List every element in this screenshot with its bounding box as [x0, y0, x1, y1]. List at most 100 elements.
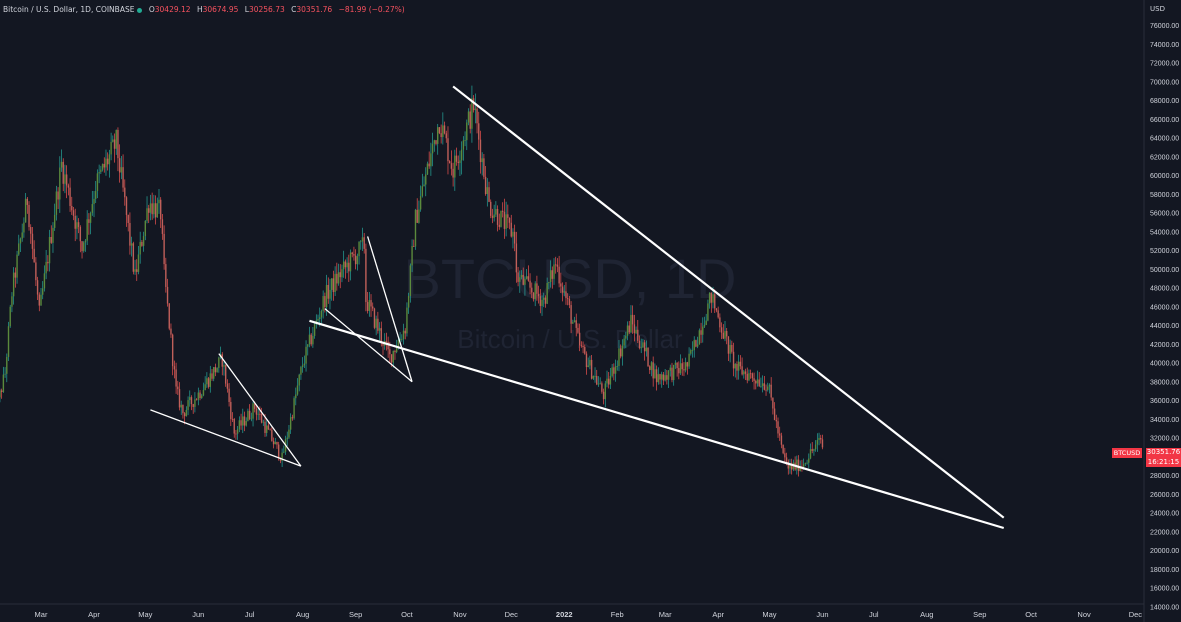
y-tick-label: 38000.00: [1150, 379, 1179, 386]
candle-body: [568, 298, 571, 306]
candle-body: [671, 367, 673, 381]
bar-countdown: 16:21:15: [1147, 457, 1180, 466]
trendline[interactable]: [218, 353, 302, 467]
candle-body: [337, 272, 340, 284]
legend-symbol: Bitcoin / U.S. Dollar, 1D, COINBASE: [3, 5, 135, 14]
y-tick-label: 48000.00: [1150, 286, 1179, 293]
candle-body: [224, 365, 227, 384]
candle-body: [76, 222, 78, 229]
candle-body: [787, 461, 789, 469]
candle-body: [631, 314, 634, 325]
candle-body: [578, 332, 581, 346]
y-tick-label: 74000.00: [1150, 42, 1179, 49]
trendline[interactable]: [366, 236, 413, 382]
candle-body: [630, 314, 632, 333]
candle-body: [426, 163, 429, 175]
candle-body: [714, 294, 716, 309]
candle-body: [240, 420, 242, 426]
candle-body: [425, 174, 427, 185]
candle-body: [428, 163, 430, 167]
candle-body: [616, 366, 618, 367]
candle-body: [772, 397, 774, 409]
candle-body: [525, 276, 528, 279]
candle-body: [89, 212, 92, 223]
y-tick-label: 18000.00: [1150, 567, 1179, 574]
candle-body: [334, 273, 336, 293]
y-tick-label: 52000.00: [1150, 248, 1179, 255]
candle-body: [474, 108, 477, 111]
candle-body: [392, 350, 394, 363]
trendline[interactable]: [324, 308, 413, 383]
candle-body: [775, 420, 777, 422]
candle-body: [532, 292, 535, 300]
candle-body: [153, 203, 155, 215]
candle-body: [450, 163, 453, 169]
candle-body: [228, 388, 230, 402]
candle-body: [310, 334, 312, 345]
candle-body: [611, 367, 613, 376]
candle-body: [7, 326, 10, 357]
candle-body: [161, 219, 164, 234]
candle-body: [14, 272, 17, 278]
candle-body: [233, 419, 235, 434]
candle-body: [802, 463, 805, 467]
candle-body: [69, 187, 71, 206]
candle-body: [705, 320, 707, 325]
candle-body: [296, 385, 299, 395]
candle-body: [702, 326, 704, 335]
candle-body: [134, 269, 136, 272]
candle-body: [765, 389, 767, 391]
candle-body: [512, 231, 514, 237]
y-tick-label: 50000.00: [1150, 267, 1179, 274]
candle-body: [113, 139, 116, 149]
candle-body: [175, 369, 177, 387]
candle-body: [496, 209, 499, 225]
price-axis[interactable]: 14000.00 16000.00 18000.00 20000.00 22000.00…: [1150, 23, 1179, 611]
trendline[interactable]: [452, 85, 1005, 519]
x-tick-label: Aug: [296, 610, 309, 619]
candle-body: [52, 227, 54, 243]
candle-body: [24, 198, 27, 223]
candle-body: [796, 459, 798, 470]
candle-body: [684, 362, 687, 371]
candle-body: [626, 325, 629, 336]
candle-body: [185, 409, 188, 417]
candle-body: [443, 125, 446, 134]
candle-body: [307, 344, 309, 347]
candle-body: [413, 246, 415, 247]
candle-body: [421, 186, 424, 197]
candle-body: [324, 296, 326, 308]
candle-body: [182, 404, 184, 414]
y-tick-label: 26000.00: [1150, 492, 1179, 499]
candle-body: [690, 350, 692, 354]
trendline[interactable]: [309, 319, 1005, 530]
candle-body: [245, 420, 247, 426]
candle-body: [43, 273, 46, 289]
candle-body: [0, 390, 1, 398]
candle-body: [431, 143, 434, 154]
open-label: O: [148, 5, 155, 14]
candle-body: [628, 325, 630, 333]
candle-body: [584, 346, 586, 354]
candle-body: [604, 383, 606, 400]
candle-body: [435, 140, 437, 144]
trendline[interactable]: [150, 409, 302, 467]
candle-body: [288, 429, 290, 438]
candle-body: [366, 302, 369, 311]
candle-body: [59, 167, 61, 200]
candle-body: [625, 335, 627, 339]
candle-body: [763, 383, 766, 390]
candle-body: [71, 205, 73, 211]
y-tick-label: 58000.00: [1150, 192, 1179, 199]
candle-body: [543, 297, 545, 300]
time-axis[interactable]: Mar Apr May Jun Jul Aug Sep Oct Nov Dec 2022 Feb Mar…: [35, 610, 1143, 619]
candle-body: [201, 395, 203, 399]
candle-body: [166, 286, 169, 304]
candle-body: [295, 394, 297, 399]
candle-body: [748, 373, 750, 381]
candle-body: [319, 317, 321, 320]
candle-body: [279, 458, 282, 461]
candle-body: [28, 204, 30, 228]
candle-body: [719, 317, 721, 328]
